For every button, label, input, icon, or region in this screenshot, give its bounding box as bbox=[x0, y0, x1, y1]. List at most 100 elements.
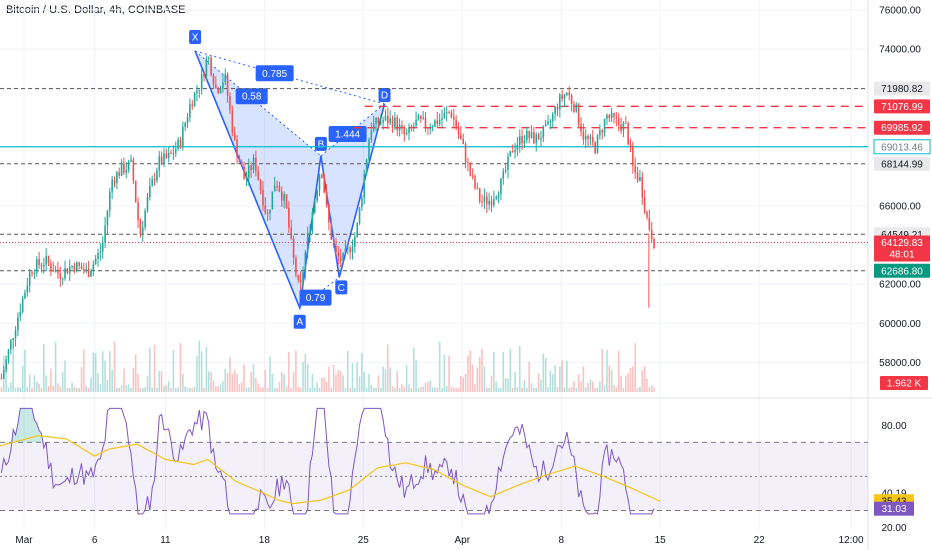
candle-body bbox=[559, 94, 561, 110]
candle-body bbox=[551, 113, 554, 122]
volume-bar bbox=[137, 373, 139, 392]
volume-bar bbox=[648, 386, 651, 392]
candle-body bbox=[215, 84, 217, 88]
volume-bar bbox=[639, 386, 641, 392]
volume-bar bbox=[337, 370, 340, 392]
candle-body bbox=[450, 112, 453, 117]
volume-bar bbox=[236, 373, 238, 392]
candle-body bbox=[245, 177, 248, 180]
candle-body bbox=[632, 146, 634, 166]
candle-body bbox=[295, 257, 297, 275]
volume-bar bbox=[186, 387, 189, 392]
candle-body bbox=[523, 140, 526, 144]
volume-bar bbox=[177, 387, 179, 392]
candle-body bbox=[368, 139, 370, 160]
candle-body bbox=[146, 197, 149, 211]
candle-body bbox=[504, 170, 507, 172]
candle-body bbox=[502, 171, 505, 179]
rsi-band bbox=[0, 442, 868, 511]
candle-body bbox=[167, 152, 170, 158]
volume-bar bbox=[474, 384, 476, 392]
volume-bar bbox=[198, 340, 201, 392]
volume-bar bbox=[153, 344, 156, 392]
price-axis-label: 66000.00 bbox=[879, 201, 921, 212]
volume-bar bbox=[269, 356, 271, 392]
candle-body bbox=[544, 124, 547, 127]
volume-bar bbox=[398, 387, 401, 392]
volume-bar bbox=[280, 371, 283, 392]
volume-bar bbox=[530, 383, 533, 392]
candle-body bbox=[441, 118, 443, 120]
candle-body bbox=[54, 269, 57, 272]
candle-body bbox=[248, 165, 250, 178]
candle-body bbox=[236, 139, 238, 158]
candle-body bbox=[40, 264, 43, 267]
volume-bar bbox=[163, 386, 165, 392]
candle-body bbox=[372, 123, 375, 131]
candle-body bbox=[189, 104, 191, 118]
volume-bar bbox=[441, 387, 443, 392]
price-axis-label: 60000.00 bbox=[879, 319, 921, 330]
volume-bar bbox=[94, 353, 97, 392]
candle-body bbox=[116, 172, 118, 184]
candle-body bbox=[384, 115, 387, 121]
volume-bar bbox=[21, 365, 24, 392]
candle-body bbox=[617, 118, 620, 125]
x-axis-label: Mar bbox=[15, 535, 33, 546]
volume-bar bbox=[464, 373, 467, 392]
candle-body bbox=[304, 252, 307, 273]
volume-bar bbox=[599, 381, 601, 392]
x-axis-label: 25 bbox=[358, 535, 370, 546]
candle-body bbox=[184, 123, 186, 127]
candle-body bbox=[229, 96, 231, 110]
candle-body bbox=[518, 135, 521, 145]
candle-body bbox=[50, 263, 52, 271]
volume-bar bbox=[233, 369, 236, 392]
candle-body bbox=[615, 116, 618, 119]
candle-body bbox=[186, 117, 189, 124]
candle-body bbox=[104, 225, 106, 243]
volume-bar bbox=[5, 365, 7, 392]
candle-body bbox=[620, 124, 622, 131]
ratio-label: 0.79 bbox=[306, 293, 326, 304]
volume-bar bbox=[226, 373, 229, 392]
candle-body bbox=[537, 134, 540, 140]
volume-bar bbox=[47, 385, 50, 392]
candle-body bbox=[587, 136, 589, 139]
volume-bar bbox=[101, 351, 104, 392]
candle-body bbox=[255, 157, 257, 172]
volume-bar bbox=[346, 350, 349, 392]
volume-bar bbox=[592, 381, 594, 392]
candle-body bbox=[592, 136, 594, 143]
volume-bar bbox=[174, 387, 177, 392]
candle-body bbox=[452, 116, 455, 120]
candle-body bbox=[318, 174, 321, 191]
last-price-box bbox=[874, 235, 930, 262]
candle-body bbox=[61, 278, 64, 280]
volume-bar bbox=[537, 372, 540, 392]
candle-body bbox=[474, 176, 476, 188]
candle-body bbox=[153, 179, 156, 181]
candle-body bbox=[643, 197, 646, 212]
volume-bar bbox=[118, 387, 121, 392]
candle-body bbox=[427, 127, 429, 129]
volume-bar bbox=[394, 387, 396, 392]
candle-body bbox=[570, 95, 573, 105]
candle-body bbox=[417, 115, 420, 120]
volume-bar bbox=[321, 378, 323, 392]
ratio-box bbox=[328, 126, 367, 143]
volume-bar bbox=[504, 378, 507, 392]
volume-bar bbox=[490, 375, 493, 392]
volume-bar bbox=[179, 343, 182, 392]
volume-bar bbox=[455, 387, 457, 392]
volume-bar bbox=[318, 387, 321, 392]
ratio-label: 0.58 bbox=[242, 92, 262, 103]
candle-body bbox=[610, 112, 613, 118]
volume-bar bbox=[146, 376, 149, 392]
candle-body bbox=[568, 92, 571, 96]
volume-bar bbox=[544, 357, 547, 392]
volume-bar bbox=[120, 385, 123, 392]
candle-body bbox=[516, 144, 519, 150]
candle-body bbox=[533, 132, 535, 144]
